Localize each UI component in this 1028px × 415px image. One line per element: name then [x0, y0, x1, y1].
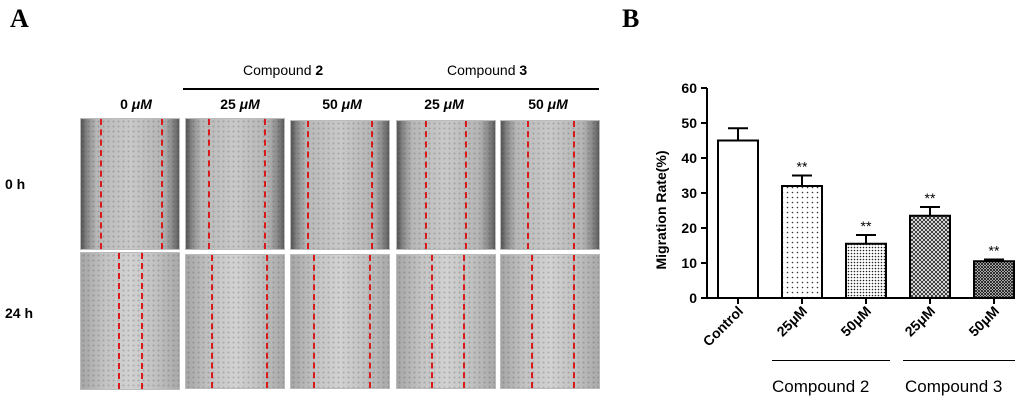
x-tick-label: 25μM	[773, 303, 810, 340]
panel-a-letter: A	[10, 4, 29, 33]
y-tick-label: 10	[681, 255, 697, 271]
micrograph-24h-c3-50	[500, 254, 600, 389]
bar	[909, 214, 951, 299]
conc-label: 0 μM	[120, 96, 152, 112]
chart-bars	[717, 127, 1015, 299]
significance-label: **	[797, 159, 808, 175]
micrograph-0h-c2-50	[290, 120, 390, 250]
x-tick-label: Control	[700, 303, 747, 350]
row-label-0h: 0 h	[5, 176, 26, 192]
y-tick-label: 50	[681, 115, 697, 131]
y-tick-label: 30	[681, 185, 697, 201]
significance-label: **	[925, 190, 936, 206]
conc-label: 25 μM	[424, 96, 464, 112]
compound-3-header: Compound 3	[447, 62, 528, 78]
significance-label: **	[989, 243, 1000, 259]
y-tick-label: 0	[689, 290, 697, 306]
y-axis-label: Migration Rate(%)	[653, 151, 669, 270]
micrograph-0h-c3-25	[396, 120, 496, 250]
y-tick-label: 20	[681, 220, 697, 236]
y-tick-label: 60	[681, 80, 697, 96]
group-label-compound-3: Compound 3	[905, 377, 1003, 396]
migration-rate-chart: 0 10 20 30 40 50 60 Control 25μM ** 50μM ** 25μM ** 50…	[653, 80, 1015, 350]
bar	[845, 242, 887, 299]
x-tick-label: 25μM	[901, 303, 938, 340]
micrograph-0h-c2-25	[185, 118, 285, 250]
bar	[973, 260, 1015, 299]
compound-2-bracket	[183, 88, 398, 90]
micrograph-24h-c2-50	[290, 254, 390, 389]
micrograph-24h-control	[80, 252, 180, 390]
group-label-compound-2: Compound 2	[772, 377, 870, 396]
panel-b-letter: B	[622, 4, 640, 33]
x-tick-label: 50μM	[965, 303, 1002, 340]
bar	[717, 139, 759, 299]
compound-2-header: Compound 2	[243, 62, 324, 78]
row-label-24h: 24 h	[5, 305, 34, 321]
compound-3-axis-bracket	[903, 360, 1015, 361]
conc-label: 50 μM	[322, 96, 362, 112]
bar	[781, 185, 823, 299]
micrograph-24h-c3-25	[396, 254, 496, 389]
conc-label: 25 μM	[220, 96, 260, 112]
significance-label: **	[861, 218, 872, 234]
compound-2-axis-bracket	[772, 360, 890, 361]
y-tick-label: 40	[681, 150, 697, 166]
conc-label: 50 μM	[528, 96, 568, 112]
compound-3-bracket	[396, 88, 599, 90]
micrograph-24h-c2-25	[185, 254, 285, 389]
x-tick-label: 50μM	[837, 303, 874, 340]
micrograph-0h-control	[80, 118, 180, 250]
micrograph-0h-c3-50	[500, 120, 600, 250]
